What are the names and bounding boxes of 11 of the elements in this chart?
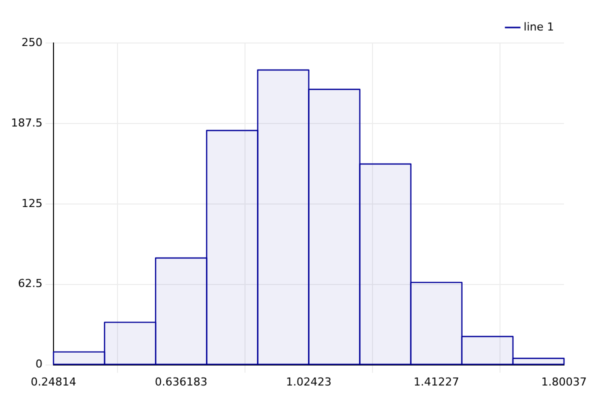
y-tick-label: 250: [21, 36, 42, 49]
y-tick-label: 187.5: [10, 116, 42, 130]
legend-label: line 1: [524, 20, 554, 34]
x-tick-label: 1.41227: [414, 375, 460, 388]
y-tick-label: 62.5: [18, 277, 42, 290]
x-tick-label: 1.80037: [541, 375, 587, 388]
y-tick-label: 0: [35, 358, 42, 371]
x-tick-label: 0.24814: [30, 375, 76, 388]
x-tick-label: 1.02423: [286, 375, 332, 388]
x-tick-label: 0.636183: [154, 375, 208, 388]
y-tick-label: 125: [21, 196, 42, 210]
